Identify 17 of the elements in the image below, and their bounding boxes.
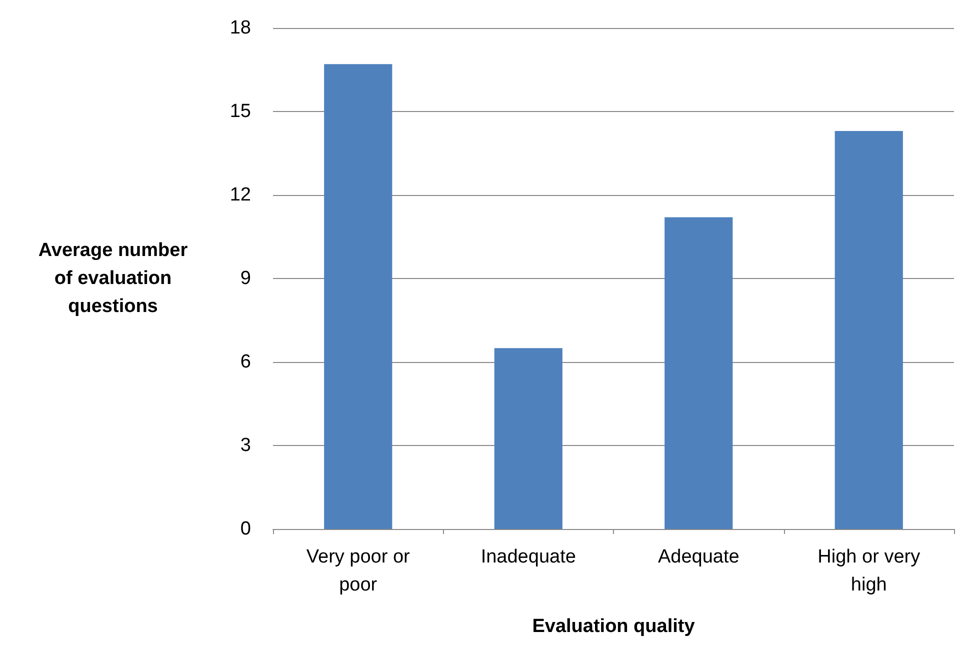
bar	[324, 64, 392, 529]
y-tick-label: 9	[240, 268, 251, 289]
bar	[494, 348, 562, 529]
y-tick-label: 6	[240, 352, 251, 372]
y-tick-label: 15	[230, 101, 251, 122]
bar	[834, 130, 903, 529]
x-tick-label: Very poor or poor	[306, 546, 411, 596]
bar	[664, 217, 733, 529]
y-axis-title: Average number of evaluation questions	[38, 240, 188, 317]
x-axis-title: Evaluation quality	[532, 616, 696, 637]
y-tick-label: 3	[240, 435, 251, 456]
y-tick-label: 0	[240, 518, 251, 540]
y-tick-label: 12	[230, 184, 251, 206]
x-tick-label: High or very high	[818, 546, 921, 596]
x-tick-label: Adequate	[658, 546, 740, 568]
x-tick-label: Inadequate	[480, 546, 576, 568]
y-tick-label: 18	[230, 18, 251, 38]
